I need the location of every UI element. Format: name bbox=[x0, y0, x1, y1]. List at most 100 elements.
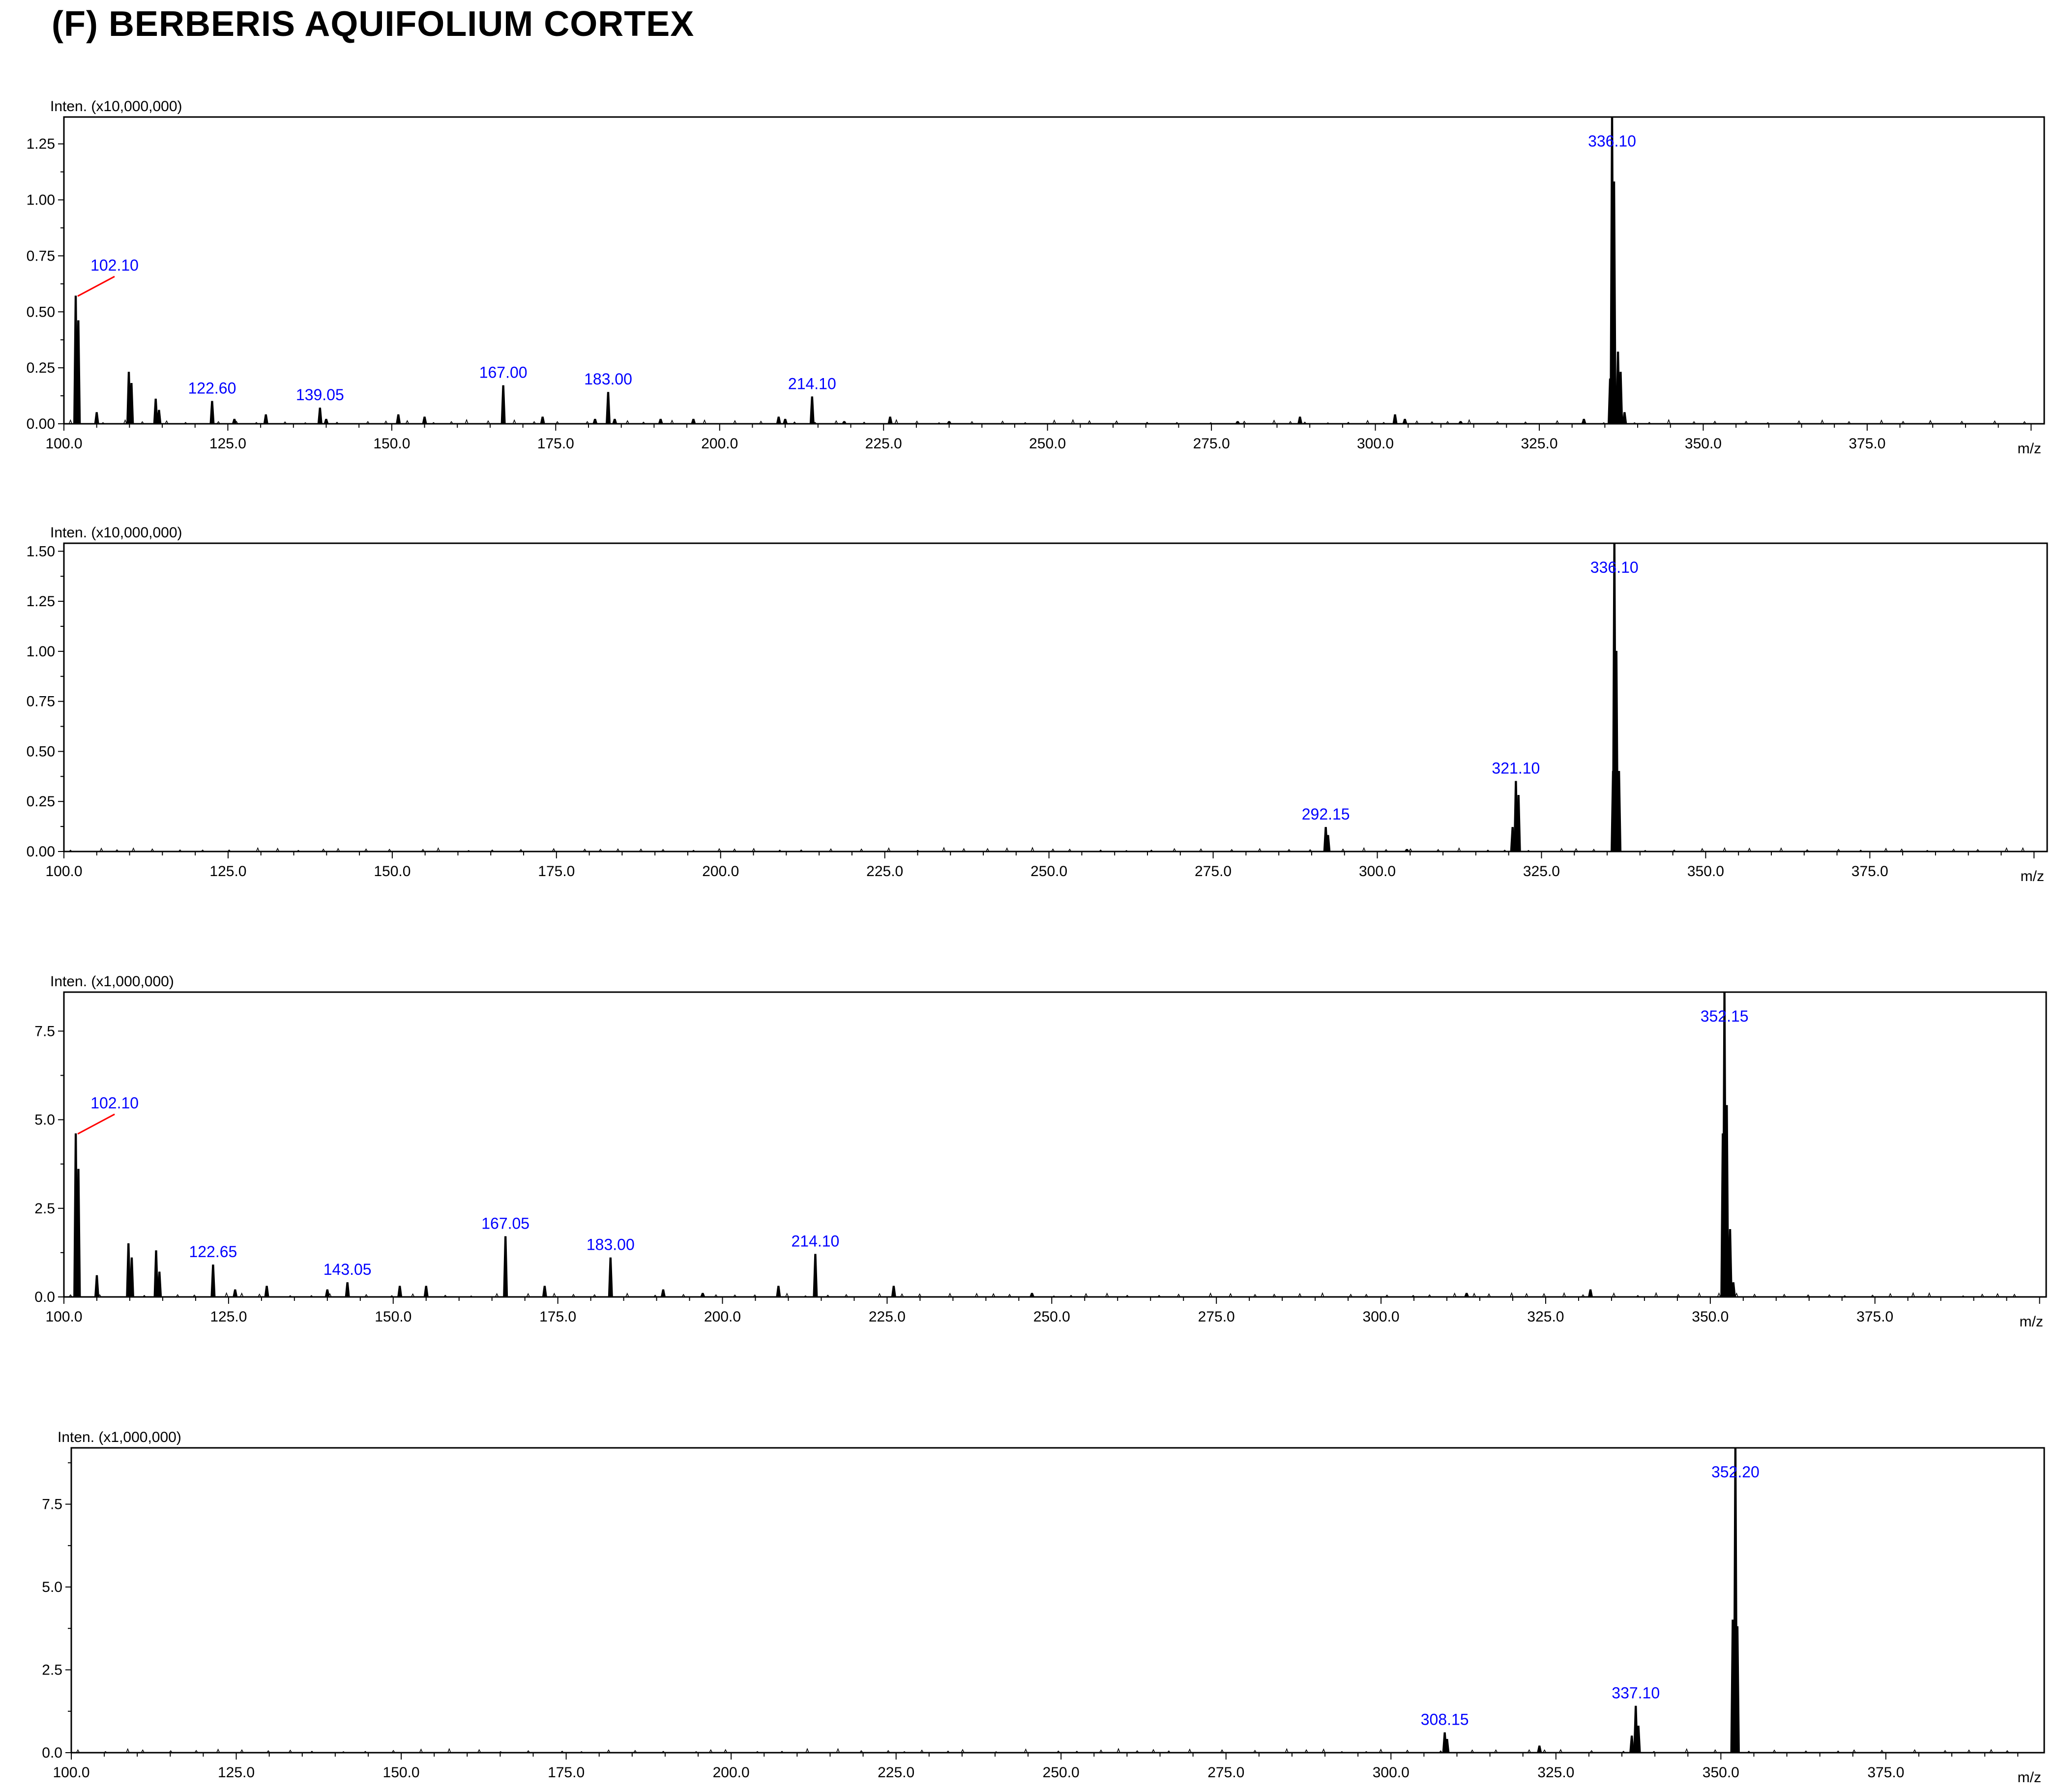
spectrum-peak bbox=[1731, 1282, 1736, 1297]
peak-label: 352.15 bbox=[1701, 1007, 1749, 1025]
peak-leader-line bbox=[77, 276, 115, 297]
spectrum-peak bbox=[660, 1289, 666, 1297]
x-tick-label: 325.0 bbox=[1537, 1764, 1574, 1781]
x-tick-label: 300.0 bbox=[1357, 436, 1394, 452]
y-axis-label: Inten. (x1,000,000) bbox=[58, 1429, 181, 1445]
peak-leader-line bbox=[77, 1114, 115, 1135]
peak-label: 139.05 bbox=[296, 386, 344, 404]
y-tick-label: 7.5 bbox=[42, 1497, 62, 1513]
x-tick-label: 175.0 bbox=[537, 436, 574, 452]
spectrum-peak bbox=[1029, 1293, 1035, 1297]
x-tick-label: 200.0 bbox=[701, 436, 738, 452]
x-tick-label: 275.0 bbox=[1198, 1309, 1235, 1325]
spectrum-peak bbox=[783, 418, 788, 424]
peak-label: 167.00 bbox=[479, 364, 528, 382]
x-tick-label: 350.0 bbox=[1685, 436, 1722, 452]
x-tick-label: 300.0 bbox=[1373, 1764, 1410, 1781]
x-tick-label: 200.0 bbox=[713, 1764, 750, 1781]
spectrum-peak bbox=[1404, 849, 1410, 852]
spectrum-peak bbox=[129, 1257, 134, 1297]
y-tick-label: 0.25 bbox=[27, 360, 55, 376]
x-tick-label: 175.0 bbox=[538, 863, 575, 880]
y-axis-label: Inten. (x10,000,000) bbox=[50, 525, 182, 541]
spectrum-peak bbox=[1728, 1229, 1733, 1297]
y-tick-label: 0.25 bbox=[27, 793, 55, 810]
x-tick-label: 325.0 bbox=[1523, 863, 1560, 880]
x-tick-label: 350.0 bbox=[1703, 1764, 1739, 1781]
x-tick-label: 175.0 bbox=[539, 1309, 576, 1325]
spectrum-peak bbox=[1402, 418, 1408, 424]
spectrum-chart-4: Inten. (x1,000,000) m/z 100.0 125.0 150.0 175… bbox=[42, 1429, 2045, 1786]
x-tick-label: 375.0 bbox=[1856, 1309, 1893, 1325]
x-tick-label: 250.0 bbox=[1033, 1309, 1070, 1325]
spectrum-peak bbox=[153, 398, 158, 424]
x-tick-label: 250.0 bbox=[1029, 436, 1066, 452]
peak-label: 183.00 bbox=[587, 1236, 635, 1254]
baseline-noise bbox=[76, 1748, 2009, 1753]
spectrum-peak bbox=[1581, 418, 1586, 424]
spectrum-peak bbox=[317, 408, 323, 424]
y-tick-label: 1.25 bbox=[27, 593, 55, 610]
x-tick-label: 275.0 bbox=[1193, 436, 1230, 452]
x-tick-label: 125.0 bbox=[218, 1764, 255, 1781]
x-tick-label: 300.0 bbox=[1359, 863, 1396, 880]
y-tick-label: 1.50 bbox=[27, 543, 55, 559]
y-tick-label: 2.5 bbox=[34, 1201, 55, 1217]
y-tick-label: 1.25 bbox=[27, 136, 55, 152]
x-tick-label: 325.0 bbox=[1521, 436, 1557, 452]
spectrum-peak bbox=[542, 1286, 547, 1297]
x-tick-label: 275.0 bbox=[1207, 1764, 1244, 1781]
x-tick-label: 150.0 bbox=[383, 1764, 420, 1781]
y-tick-label: 0.75 bbox=[27, 248, 55, 264]
peak-label: 167.05 bbox=[481, 1214, 529, 1232]
spectrum-peak bbox=[500, 385, 506, 424]
y-tick-label: 0.75 bbox=[27, 694, 55, 710]
y-tick-label: 7.5 bbox=[34, 1023, 55, 1039]
spectrum-peak bbox=[503, 1236, 508, 1297]
spectrum-peak bbox=[1325, 835, 1331, 852]
x-tick-label: 225.0 bbox=[865, 436, 902, 452]
y-tick-label: 1.00 bbox=[27, 192, 55, 208]
spectrum-peak bbox=[1516, 795, 1521, 852]
x-tick-label: 175.0 bbox=[548, 1764, 585, 1781]
x-tick-label: 150.0 bbox=[374, 863, 411, 880]
x-tick-label: 250.0 bbox=[1043, 1764, 1080, 1781]
spectrum-peak bbox=[658, 418, 663, 424]
spectrum-peak bbox=[612, 418, 617, 424]
spectrum-peak bbox=[323, 418, 329, 424]
x-axis-label: m/z bbox=[2020, 1314, 2043, 1330]
y-axis-label: Inten. (x10,000,000) bbox=[50, 98, 182, 115]
peak-label: 183.00 bbox=[584, 370, 632, 388]
spectrum-peak bbox=[324, 1289, 330, 1297]
spectrum-peak bbox=[210, 1264, 216, 1297]
spectrum-peak bbox=[1618, 372, 1623, 424]
spectrum-peak bbox=[1464, 1293, 1469, 1297]
spectrum-peak bbox=[129, 383, 134, 424]
spectrum-peak bbox=[1622, 412, 1627, 424]
spectrum-peak bbox=[1235, 421, 1240, 424]
spectrum-peak bbox=[1616, 771, 1622, 852]
spectrum-peak bbox=[592, 418, 598, 424]
spectrum-chart-3: Inten. (x1,000,000) m/z 100.0 125.0 150.0 175… bbox=[34, 973, 2047, 1330]
baseline-noise bbox=[68, 847, 2025, 852]
x-tick-label: 200.0 bbox=[702, 863, 739, 880]
x-tick-label: 100.0 bbox=[45, 1309, 82, 1325]
spectrum-peak bbox=[1537, 1745, 1542, 1753]
y-tick-label: 5.0 bbox=[42, 1579, 62, 1595]
x-tick-label: 250.0 bbox=[1030, 863, 1067, 880]
peak-label: 336.10 bbox=[1588, 132, 1636, 150]
baseline-noise bbox=[68, 1292, 2017, 1297]
peak-label: 122.65 bbox=[189, 1243, 237, 1261]
x-tick-label: 100.0 bbox=[45, 436, 82, 452]
spectrum-peak bbox=[608, 1257, 613, 1297]
y-tick-label: 1.00 bbox=[27, 644, 55, 660]
spectrum-peak bbox=[700, 1293, 705, 1297]
spectrum-peak bbox=[1734, 1626, 1740, 1753]
spectrum-peak bbox=[264, 1286, 269, 1297]
spectrum-peak bbox=[1612, 181, 1617, 424]
spectrum-peak bbox=[776, 416, 781, 424]
x-axis-label: m/z bbox=[2018, 1769, 2041, 1786]
spectrum-peak bbox=[396, 414, 401, 424]
spectrum-peak bbox=[891, 1286, 896, 1297]
